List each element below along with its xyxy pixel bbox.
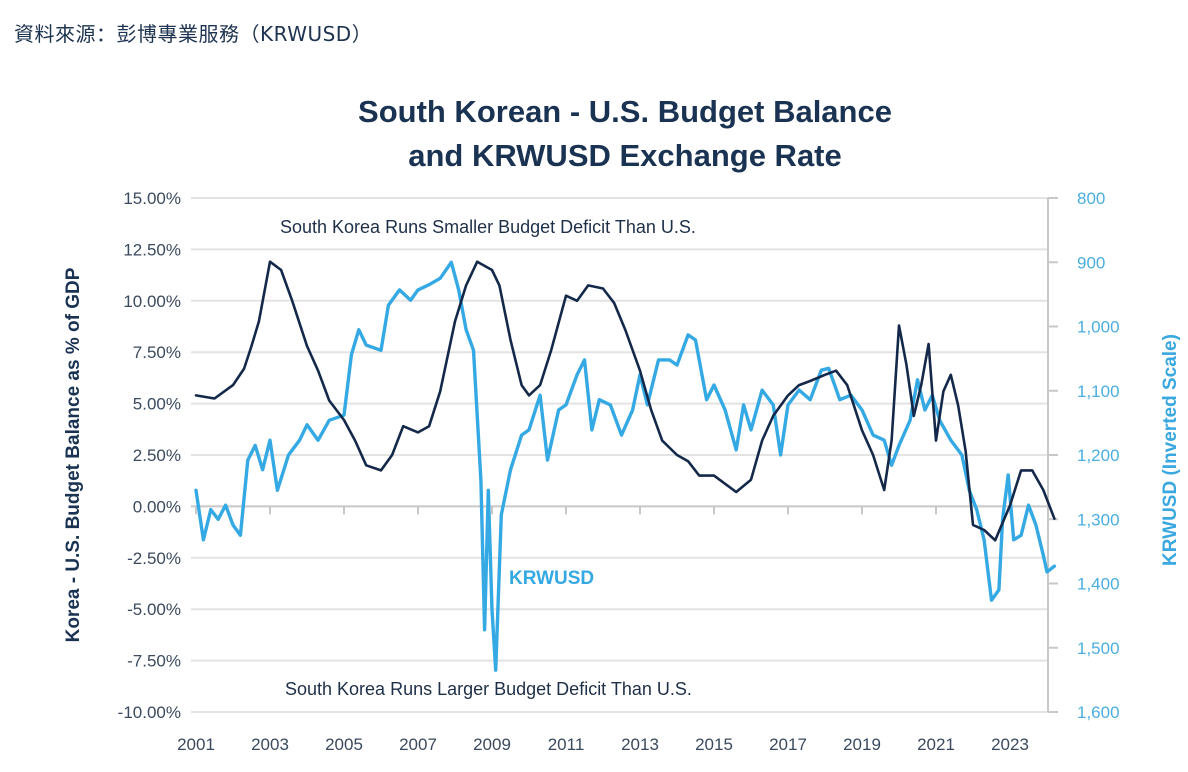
y-tick-label-right: 1,300 xyxy=(1077,510,1120,529)
annotation-bottom: South Korea Runs Larger Budget Deficit T… xyxy=(285,679,692,699)
x-tick-label: 2017 xyxy=(769,735,807,754)
y-tick-label-right: 1,400 xyxy=(1077,575,1120,594)
x-tick-label: 2019 xyxy=(843,735,881,754)
y-tick-label-right: 1,200 xyxy=(1077,446,1120,465)
x-tick-label: 2009 xyxy=(473,735,511,754)
y-axis-label-left: Korea - U.S. Budget Balance as % of GDP xyxy=(63,267,84,642)
x-tick-label: 2021 xyxy=(917,735,955,754)
x-tick-label: 2011 xyxy=(548,735,585,754)
x-tick-label: 2015 xyxy=(695,735,733,754)
y-tick-label-left: 10.00% xyxy=(123,292,181,311)
annotation-top: South Korea Runs Smaller Budget Deficit … xyxy=(280,217,696,237)
y-tick-label-left: -5.00% xyxy=(127,600,181,619)
y-tick-label-right: 1,600 xyxy=(1077,703,1120,722)
series-group xyxy=(194,260,1057,672)
y-tick-label-left: -2.50% xyxy=(127,549,181,568)
source-note: 資料來源：彭博專業服務（KRWUSD） xyxy=(14,22,373,46)
y-tick-label-left: -10.00% xyxy=(118,703,181,722)
x-tick-label: 2013 xyxy=(621,735,659,754)
y-tick-label-left: 12.50% xyxy=(123,240,181,259)
x-tick-label: 2001 xyxy=(177,735,215,754)
right-axis-ticks: 800 900 1,000 1,100 1,200 1,300 1,400 1,500 1,60… xyxy=(1048,189,1120,722)
y-tick-label-left: 15.00% xyxy=(123,189,181,208)
x-tick-label: 2005 xyxy=(325,735,363,754)
x-tick-label: 2023 xyxy=(991,735,1029,754)
series-line-budget-balance xyxy=(194,260,1056,542)
y-tick-label-left: 7.50% xyxy=(133,343,181,362)
y-tick-label-right: 1,000 xyxy=(1077,318,1120,337)
y-tick-label-left: -7.50% xyxy=(127,652,181,671)
chart-title-line-2: and KRWUSD Exchange Rate xyxy=(408,138,842,173)
x-tick-label: 2007 xyxy=(399,735,437,754)
y-tick-label-right: 1,100 xyxy=(1077,382,1120,401)
x-axis-ticks: 2001 2003 2005 2007 2009 2011 2013 2015 2017 2019… xyxy=(177,506,1029,754)
y-tick-label-right: 800 xyxy=(1077,189,1105,208)
y-tick-label-right: 900 xyxy=(1077,253,1105,272)
x-tick-label: 2003 xyxy=(251,735,289,754)
left-axis-ticks: 15.00% 12.50% 10.00% 7.50% 5.00% 2.50% 0.00% -2… xyxy=(118,189,181,722)
chart-title-line-1: South Korean - U.S. Budget Balance xyxy=(358,94,892,129)
y-axis-label-right: KRWUSD (Inverted Scale) xyxy=(1160,334,1181,566)
y-tick-label-right: 1,500 xyxy=(1077,639,1120,658)
y-tick-label-left: 2.50% xyxy=(133,446,181,465)
y-tick-label-left: 0.00% xyxy=(133,497,181,516)
series-line-krwusd xyxy=(194,260,1057,672)
grid xyxy=(191,197,1048,713)
y-tick-label-left: 5.00% xyxy=(133,395,181,414)
series-label-krwusd: KRWUSD xyxy=(509,568,594,589)
